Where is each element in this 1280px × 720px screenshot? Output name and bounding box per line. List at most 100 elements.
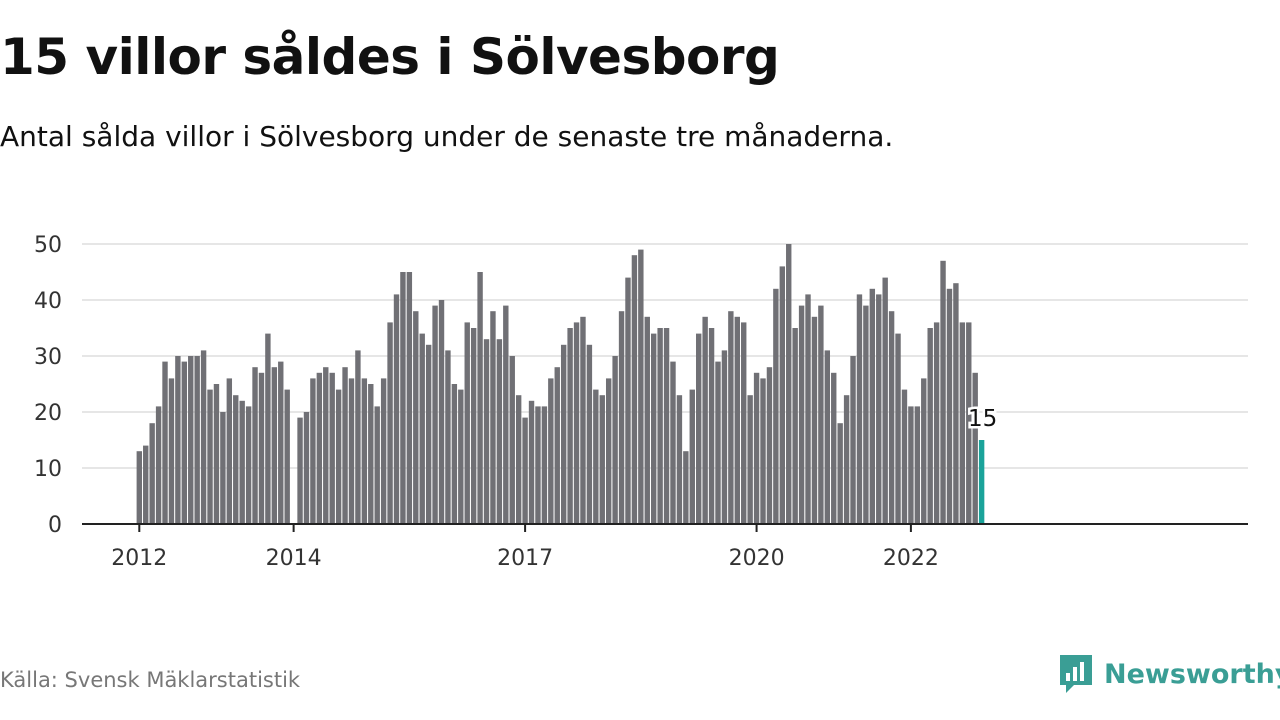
bar	[361, 378, 368, 524]
labels: 0 10 20 30 40 50 2012 2014 2017 2020 2022 15	[34, 233, 1000, 571]
bar	[175, 356, 181, 524]
bar	[425, 344, 432, 524]
bar	[213, 384, 220, 524]
bar	[888, 311, 895, 524]
bar	[760, 378, 766, 524]
bar	[490, 311, 496, 524]
bar	[323, 367, 329, 524]
bar	[342, 367, 348, 524]
bar	[503, 305, 509, 524]
bar	[200, 350, 207, 524]
bar	[355, 350, 361, 524]
bar	[805, 294, 811, 524]
bar	[651, 333, 657, 524]
bar	[837, 423, 843, 524]
bar	[933, 322, 940, 524]
bar	[149, 423, 155, 524]
bar	[348, 378, 355, 524]
bar	[953, 283, 959, 524]
y-tick-label: 10	[34, 457, 62, 482]
bar	[921, 378, 927, 524]
bar	[451, 384, 458, 524]
bar	[811, 316, 818, 524]
bar	[593, 389, 599, 524]
bar	[818, 305, 824, 524]
bar	[631, 255, 638, 524]
bar	[689, 389, 695, 524]
bar	[663, 328, 670, 524]
bar	[599, 395, 605, 524]
bar	[773, 288, 779, 524]
bar	[554, 367, 560, 524]
y-tick-label: 20	[34, 401, 62, 426]
bar	[477, 272, 483, 524]
bar	[335, 389, 342, 524]
bar	[233, 395, 239, 524]
bar	[419, 333, 425, 524]
bar	[946, 288, 953, 524]
bar	[284, 389, 290, 524]
bar	[143, 445, 149, 524]
bars	[136, 244, 985, 524]
bar	[843, 395, 850, 524]
bar	[380, 378, 387, 524]
bar	[245, 406, 252, 524]
bar	[779, 266, 785, 524]
bar-chart: 0 10 20 30 40 50 2012 2014 2017 2020 2022 15	[34, 233, 1248, 571]
bar	[470, 328, 477, 524]
bar	[702, 316, 708, 524]
x-tick-label: 2012	[111, 546, 167, 571]
x-tick-label: 2017	[497, 546, 553, 571]
bar	[708, 328, 715, 524]
highlight-value-label: 15	[968, 406, 997, 432]
brand-name: Newsworthy	[1104, 658, 1280, 690]
bar	[297, 417, 303, 524]
bar	[831, 372, 837, 524]
bar	[876, 294, 882, 524]
bar	[766, 367, 773, 524]
brand-logo[interactable]: Newsworthy	[1058, 652, 1280, 696]
bar	[181, 361, 188, 524]
bar	[168, 378, 175, 524]
bar	[670, 361, 676, 524]
bar	[728, 311, 734, 524]
y-tick-label: 0	[48, 513, 62, 538]
bar	[753, 372, 760, 524]
bar	[683, 451, 689, 524]
bar	[657, 328, 663, 524]
bar	[528, 400, 535, 524]
bar	[438, 300, 445, 524]
bar	[136, 451, 142, 524]
bar	[406, 272, 413, 524]
bar	[863, 305, 869, 524]
bar	[368, 384, 374, 524]
bar	[638, 249, 644, 524]
bar	[625, 277, 631, 524]
bar	[586, 344, 593, 524]
bar	[972, 372, 978, 524]
bar	[374, 406, 380, 524]
bar	[155, 406, 162, 524]
bar	[792, 328, 798, 524]
bar	[676, 395, 683, 524]
bar	[895, 333, 901, 524]
bar	[560, 344, 567, 524]
bar	[618, 311, 625, 524]
y-tick-label: 50	[34, 233, 62, 258]
bar	[310, 378, 316, 524]
source-note: Källa: Svensk Mäklarstatistik	[0, 668, 301, 692]
bar	[522, 417, 528, 524]
bar	[580, 316, 586, 524]
bar	[882, 277, 888, 524]
bar	[696, 333, 702, 524]
bar	[612, 356, 618, 524]
bar	[824, 350, 831, 524]
bar	[850, 356, 856, 524]
bar	[194, 356, 200, 524]
bar	[940, 260, 946, 524]
bar	[927, 328, 933, 524]
bar	[515, 395, 522, 524]
bar	[721, 350, 728, 524]
bar	[908, 406, 914, 524]
bar	[265, 333, 271, 524]
